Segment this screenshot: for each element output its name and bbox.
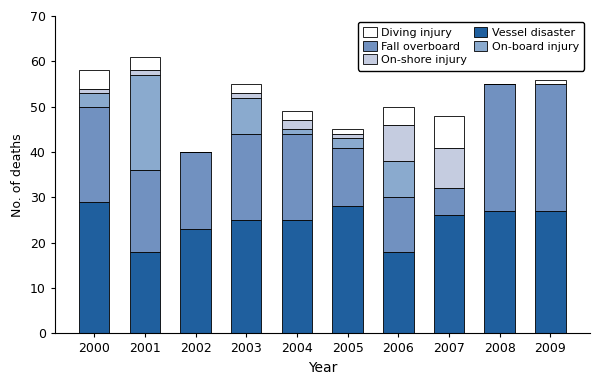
Bar	[383, 107, 413, 125]
Bar	[231, 84, 261, 93]
Bar	[434, 147, 464, 188]
Bar	[79, 89, 109, 93]
Bar	[79, 93, 109, 107]
Bar	[535, 80, 566, 84]
Bar	[180, 229, 211, 333]
Bar	[332, 134, 363, 139]
Y-axis label: No. of deaths: No. of deaths	[11, 133, 24, 217]
Bar	[484, 84, 515, 211]
Bar	[282, 134, 312, 220]
Bar	[484, 211, 515, 333]
Bar	[383, 197, 413, 252]
Legend: Diving injury, Fall overboard, On-shore injury, Vessel disaster, On-board injury: Diving injury, Fall overboard, On-shore …	[358, 22, 584, 71]
Bar	[79, 107, 109, 202]
Bar	[79, 71, 109, 89]
Bar	[130, 252, 160, 333]
Bar	[130, 57, 160, 71]
Bar	[332, 207, 363, 333]
Bar	[282, 120, 312, 129]
Bar	[535, 211, 566, 333]
Bar	[383, 161, 413, 197]
X-axis label: Year: Year	[308, 361, 337, 375]
Bar	[434, 116, 464, 147]
Bar	[231, 220, 261, 333]
Bar	[231, 93, 261, 98]
Bar	[282, 220, 312, 333]
Bar	[383, 252, 413, 333]
Bar	[130, 170, 160, 252]
Bar	[332, 147, 363, 207]
Bar	[231, 98, 261, 134]
Bar	[282, 111, 312, 120]
Bar	[434, 215, 464, 333]
Bar	[282, 129, 312, 134]
Bar	[231, 134, 261, 220]
Bar	[434, 188, 464, 215]
Bar	[535, 84, 566, 211]
Bar	[180, 152, 211, 229]
Bar	[130, 75, 160, 170]
Bar	[332, 139, 363, 147]
Bar	[79, 202, 109, 333]
Bar	[130, 71, 160, 75]
Bar	[383, 125, 413, 161]
Bar	[332, 129, 363, 134]
